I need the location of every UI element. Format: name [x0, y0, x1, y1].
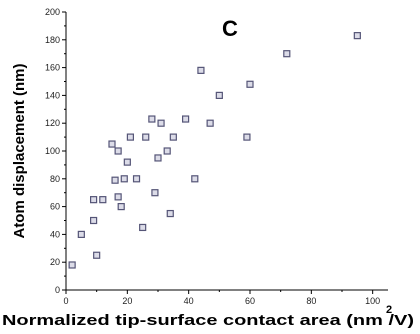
data-point [197, 66, 205, 74]
x-tick-label: 20 [122, 296, 132, 306]
y-tick-label: 160 [45, 63, 60, 73]
data-point [166, 209, 174, 218]
data-point [126, 133, 135, 141]
data-point [246, 80, 254, 88]
data-point [93, 251, 101, 259]
data-point [120, 175, 128, 183]
data-point [283, 50, 291, 58]
data-point [114, 193, 122, 201]
data-point [123, 158, 131, 166]
data-point [206, 119, 214, 127]
y-tick-label: 140 [45, 90, 60, 100]
data-point [215, 91, 223, 100]
panel-label: C [222, 16, 238, 41]
y-tick-label: 100 [45, 146, 60, 156]
x-axis-title: Normalized tip-surface contact area (nm … [2, 312, 414, 329]
y-axis-title: Atom displacement (nm) [11, 63, 28, 238]
data-point [142, 133, 150, 141]
x-axis-title-superscript: 2 [386, 304, 392, 316]
data-point [117, 203, 125, 211]
tick-marks: 0 20 40 60 80 100 120 140 160 180 200 0 20 40 60 80 100 [45, 7, 380, 306]
data-point [353, 32, 361, 40]
x-tick-label: 100 [365, 296, 380, 306]
data-point [108, 140, 116, 148]
data-point [182, 115, 190, 123]
x-tick-label: 60 [245, 296, 255, 306]
x-tick-label: 0 [63, 296, 68, 306]
data-point [163, 147, 171, 155]
data-point [151, 189, 159, 197]
data-point [169, 133, 177, 141]
data-point [148, 115, 156, 123]
y-tick-label: 60 [50, 202, 60, 212]
y-tick-label: 80 [50, 174, 60, 184]
data-point [139, 223, 147, 232]
y-tick-label: 40 [50, 229, 60, 239]
x-tick-label: 40 [184, 296, 194, 306]
y-tick-label: 20 [50, 257, 60, 267]
data-point [243, 133, 251, 141]
data-point [154, 154, 162, 162]
data-points [68, 32, 361, 269]
y-tick-label: 120 [45, 118, 60, 128]
y-tick-label: 0 [55, 285, 60, 295]
data-point [89, 216, 98, 225]
y-tick-label: 180 [45, 35, 60, 45]
data-point [99, 196, 107, 204]
data-point [114, 147, 122, 155]
data-point [132, 175, 141, 183]
data-point [68, 261, 76, 269]
data-point [111, 176, 119, 184]
y-tick-label: 200 [45, 7, 60, 17]
data-point [77, 230, 85, 238]
axes [65, 12, 388, 291]
data-point [89, 196, 98, 204]
data-point [157, 119, 165, 127]
data-point [191, 175, 199, 183]
x-tick-label: 80 [306, 296, 316, 306]
